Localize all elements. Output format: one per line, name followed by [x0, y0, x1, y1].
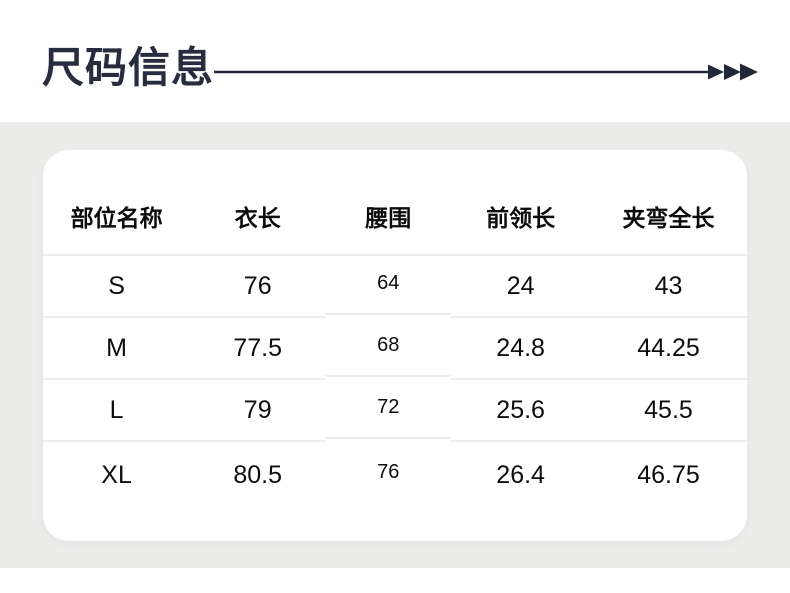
measurement-value: 64	[325, 253, 452, 315]
measurement-value: 68	[325, 315, 452, 377]
size-table: 部位名称 衣长 腰围 前领长 夹弯全长 S 76 64 24 43 M 77.5…	[43, 150, 747, 508]
measurement-value: 24	[451, 256, 590, 318]
measurement-value: 77.5	[190, 318, 326, 380]
size-label-l: L	[43, 380, 191, 442]
header-armhole-length: 夹弯全长	[589, 150, 747, 256]
size-info-card: 部位名称 衣长 腰围 前领长 夹弯全长 S 76 64 24 43 M 77.5…	[43, 150, 747, 541]
header-waist: 腰围	[325, 150, 452, 256]
header-garment-length: 衣长	[190, 150, 326, 256]
size-label-s: S	[43, 256, 191, 318]
measurement-value: 44.25	[589, 318, 747, 380]
measurement-value: 25.6	[451, 380, 590, 442]
measurement-value: 72	[325, 377, 452, 439]
page-title: 尺码信息	[42, 44, 215, 91]
size-label-xl: XL	[101, 460, 132, 489]
size-label-m: M	[43, 318, 191, 380]
section-header: 尺码信息	[42, 44, 758, 96]
measurement-value: 80.5	[233, 460, 283, 489]
header-part-name: 部位名称	[43, 150, 191, 256]
measurement-value: 76	[190, 256, 326, 318]
measurement-value: 24.8	[451, 318, 590, 380]
measurement-value: 79	[190, 380, 326, 442]
triple-arrow-right-icon	[208, 57, 760, 87]
measurement-value: 43	[589, 256, 747, 318]
header-front-collar-length: 前领长	[451, 150, 590, 256]
measurement-value: 26.4	[496, 460, 545, 489]
measurement-value: 45.5	[589, 380, 747, 442]
measurement-value: 46.75	[637, 460, 700, 489]
measurement-value: 76	[377, 460, 400, 483]
